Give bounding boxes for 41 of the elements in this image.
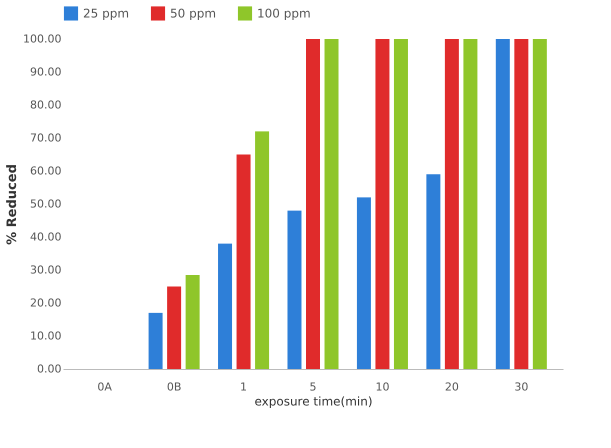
y-tick-label: 10.00	[30, 330, 62, 342]
x-tick-label: 1	[240, 380, 248, 394]
y-tick-label: 30.00	[30, 264, 62, 276]
legend-label: 25 ppm	[83, 6, 130, 20]
y-tick-label: 60.00	[30, 164, 62, 178]
y-tick-label: 40.00	[30, 230, 62, 244]
bar	[287, 210, 302, 369]
bar	[444, 39, 459, 369]
y-tick-label: 90.00	[30, 66, 62, 78]
bar	[218, 244, 232, 369]
bar	[496, 39, 510, 369]
bar	[514, 39, 528, 369]
x-tick-label: 10	[375, 380, 390, 394]
y-tick-label: 80.00	[30, 98, 62, 112]
x-tick-label: 5	[310, 380, 316, 394]
y-tick-label: 50.00	[30, 198, 62, 210]
y-tick-label: 70.00	[30, 132, 62, 144]
y-tick-label: 100.00	[23, 32, 62, 46]
y-tick-label: 0.00	[37, 362, 62, 376]
bar	[394, 39, 408, 369]
x-tick-label: 30	[514, 380, 528, 394]
bar	[356, 197, 371, 369]
x-tick-label: 0A	[97, 380, 112, 394]
bar	[324, 39, 339, 369]
x-axis-title: exposure time(min)	[254, 394, 373, 408]
bar	[426, 174, 440, 369]
bar	[532, 39, 547, 369]
y-tick-label: 20.00	[30, 296, 62, 310]
bar	[148, 312, 163, 369]
bar	[236, 154, 251, 369]
x-tick-label: 0B	[166, 380, 182, 394]
bar	[255, 131, 270, 369]
legend-label: 100 ppm	[257, 6, 311, 20]
bar	[375, 39, 390, 369]
bar	[463, 39, 478, 369]
bar	[167, 286, 182, 369]
y-axis-title: % Reduced	[5, 164, 20, 245]
bar	[306, 39, 320, 369]
legend-label: 50 ppm	[170, 6, 216, 20]
x-tick-label: 20	[444, 380, 459, 394]
bar	[186, 274, 200, 369]
